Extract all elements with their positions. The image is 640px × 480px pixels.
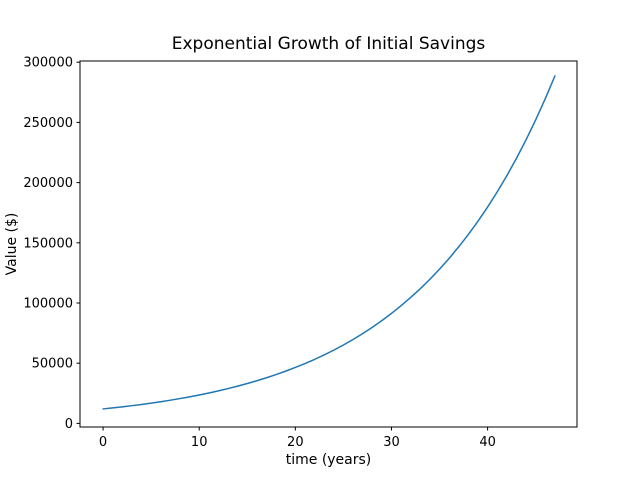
y-tick-label: 250000 (23, 116, 73, 131)
x-tick-label: 0 (99, 435, 107, 450)
x-axis-label: time (years) (286, 452, 372, 468)
axis-tick-marks (76, 61, 489, 431)
y-tick-label: 50000 (32, 357, 73, 372)
x-tick-label: 40 (479, 435, 496, 450)
y-tick-label: 0 (65, 417, 73, 432)
y-axis-label: Value ($) (4, 213, 20, 276)
x-tick-label: 10 (191, 435, 208, 450)
savings-growth-line (102, 75, 556, 410)
plot-border (79, 60, 578, 428)
x-tick-label: 30 (383, 435, 400, 450)
chart-title: Exponential Growth of Initial Savings (172, 34, 486, 54)
y-tick-label: 300000 (23, 56, 73, 71)
x-tick-label: 20 (287, 435, 304, 450)
y-tick-label: 150000 (23, 236, 73, 251)
y-tick-label: 100000 (23, 296, 73, 311)
axis-tick-labels: 0 10 20 30 40 0 50000 100000 150000 200000 250000 3… (23, 56, 496, 450)
y-tick-label: 200000 (23, 176, 73, 191)
